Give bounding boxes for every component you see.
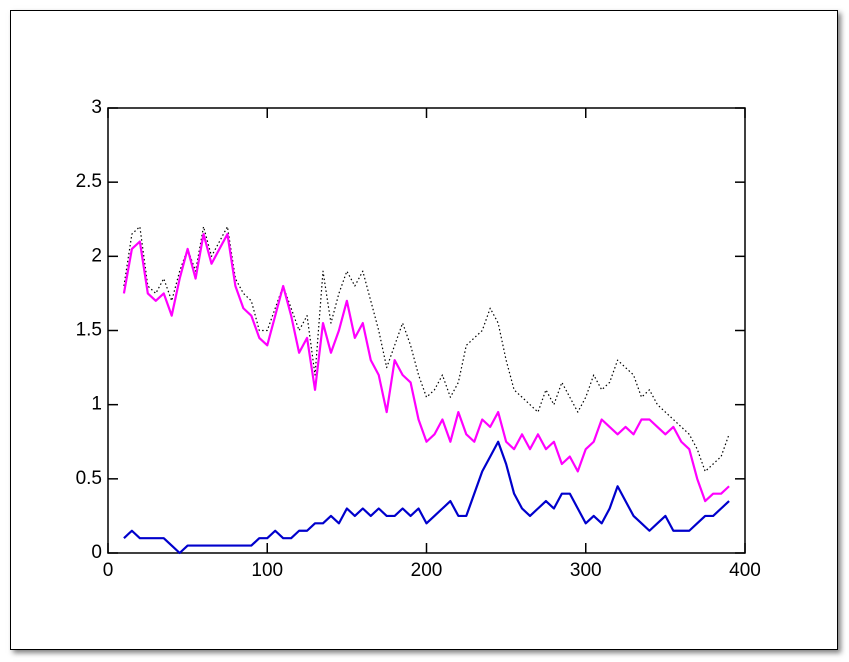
series-line xyxy=(123,226,730,473)
series-line xyxy=(122,232,730,503)
frame xyxy=(10,10,838,650)
x-tick-label: 400 xyxy=(729,560,761,581)
y-tick-label: 2.5 xyxy=(76,171,102,192)
x-tick-label: 100 xyxy=(251,560,283,581)
y-tick-label: 3 xyxy=(91,97,102,118)
y-tick-label: 0.5 xyxy=(76,468,102,489)
y-tick-label: 1 xyxy=(91,394,102,415)
x-tick-label: 0 xyxy=(103,560,114,581)
y-tick-label: 0 xyxy=(91,542,102,563)
x-tick-label: 300 xyxy=(570,560,602,581)
x-tick-label: 200 xyxy=(411,560,443,581)
plot-frame xyxy=(107,107,746,554)
y-tick-label: 2 xyxy=(91,245,102,266)
y-tick-label: 1.5 xyxy=(76,320,102,341)
series-line xyxy=(123,440,730,555)
